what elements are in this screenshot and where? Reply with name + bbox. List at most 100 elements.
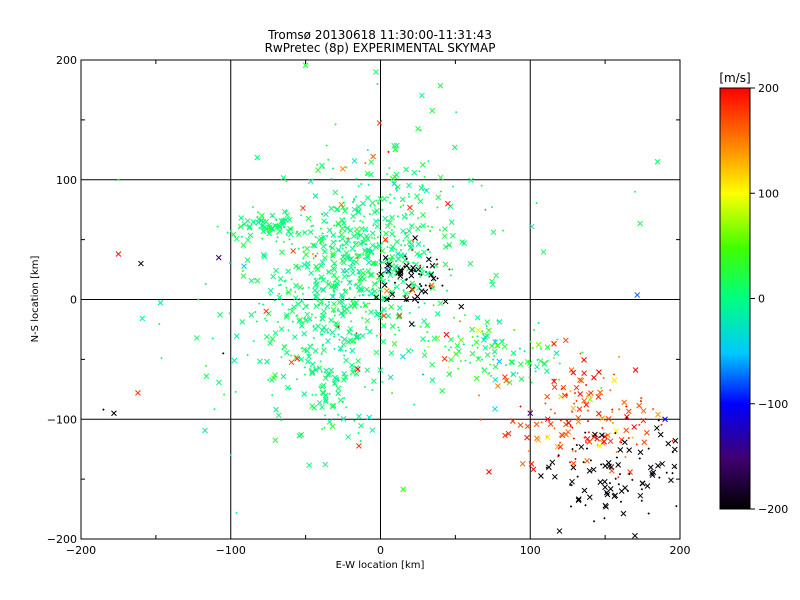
data-point <box>384 240 387 243</box>
data-point <box>341 247 344 250</box>
data-point <box>529 409 532 412</box>
data-point <box>254 154 261 161</box>
data-point <box>320 352 323 355</box>
data-point <box>368 290 375 297</box>
data-point <box>339 294 346 301</box>
data-point <box>305 215 312 222</box>
data-point <box>312 224 315 227</box>
data-point <box>402 294 405 297</box>
data-point <box>393 225 396 228</box>
data-point <box>367 328 373 335</box>
data-point <box>302 62 309 69</box>
data-point <box>319 242 322 245</box>
data-point <box>404 244 407 247</box>
data-point <box>617 483 620 486</box>
data-point <box>364 194 371 201</box>
data-point <box>329 329 336 336</box>
data-point <box>452 185 455 188</box>
data-point <box>373 294 380 301</box>
data-point <box>393 197 396 200</box>
data-point <box>374 223 381 230</box>
data-point <box>340 204 346 211</box>
data-point <box>304 263 311 270</box>
data-point <box>599 415 606 422</box>
data-point <box>603 489 610 496</box>
data-point <box>353 296 356 299</box>
data-point <box>620 441 623 444</box>
data-point <box>420 284 423 287</box>
y-axis-label: N-S location [km] <box>30 256 41 343</box>
data-point <box>420 222 426 229</box>
data-point <box>638 423 641 426</box>
data-point <box>334 280 341 287</box>
data-point <box>307 286 310 289</box>
data-point <box>600 463 603 466</box>
data-point <box>364 317 371 324</box>
data-point <box>389 201 392 204</box>
data-point <box>102 408 105 411</box>
data-point <box>417 306 420 309</box>
data-point <box>363 215 366 218</box>
data-point <box>464 359 467 362</box>
data-point <box>391 340 398 347</box>
data-point <box>266 226 273 233</box>
data-point <box>273 267 279 274</box>
data-point <box>321 344 324 347</box>
data-point <box>282 226 285 229</box>
data-point <box>366 259 372 266</box>
data-point <box>312 294 319 300</box>
y-tick-label: 200 <box>56 54 77 67</box>
data-point <box>362 248 365 251</box>
data-point <box>423 349 426 352</box>
data-point <box>326 235 329 238</box>
data-point <box>338 310 345 316</box>
data-point <box>644 483 651 489</box>
data-point <box>634 190 637 193</box>
data-point <box>660 423 663 426</box>
data-point <box>357 432 360 435</box>
data-point <box>331 266 338 273</box>
data-point <box>537 358 544 364</box>
data-point <box>276 320 279 323</box>
data-point <box>333 224 336 227</box>
data-point <box>556 528 563 534</box>
data-point <box>353 419 356 422</box>
data-point <box>356 287 363 294</box>
data-point <box>278 218 285 224</box>
data-point <box>503 377 510 384</box>
data-point <box>368 302 371 305</box>
data-point <box>570 405 577 412</box>
data-point <box>341 220 347 226</box>
data-point <box>583 401 590 408</box>
data-point <box>449 346 452 349</box>
data-point <box>581 357 587 363</box>
data-point <box>330 402 337 409</box>
data-point <box>523 350 526 353</box>
data-point <box>288 228 291 231</box>
data-point <box>373 349 380 356</box>
data-point <box>429 287 432 290</box>
data-point <box>419 325 422 328</box>
data-point <box>279 283 282 286</box>
data-point <box>216 379 222 386</box>
data-point <box>579 352 582 355</box>
data-point <box>395 313 402 320</box>
data-point <box>330 256 333 259</box>
data-point <box>346 275 349 278</box>
data-point <box>117 178 120 181</box>
data-point <box>315 167 321 173</box>
data-point <box>427 345 430 348</box>
data-point <box>329 244 336 251</box>
data-point <box>608 464 615 470</box>
data-point <box>330 177 333 180</box>
data-point <box>405 278 408 281</box>
data-point <box>289 308 296 315</box>
data-point <box>575 444 578 447</box>
data-point <box>383 288 390 294</box>
data-point <box>473 339 480 346</box>
data-point <box>330 307 337 313</box>
data-point <box>627 437 630 440</box>
data-point <box>287 231 294 238</box>
x-tick-label: −100 <box>216 544 246 557</box>
